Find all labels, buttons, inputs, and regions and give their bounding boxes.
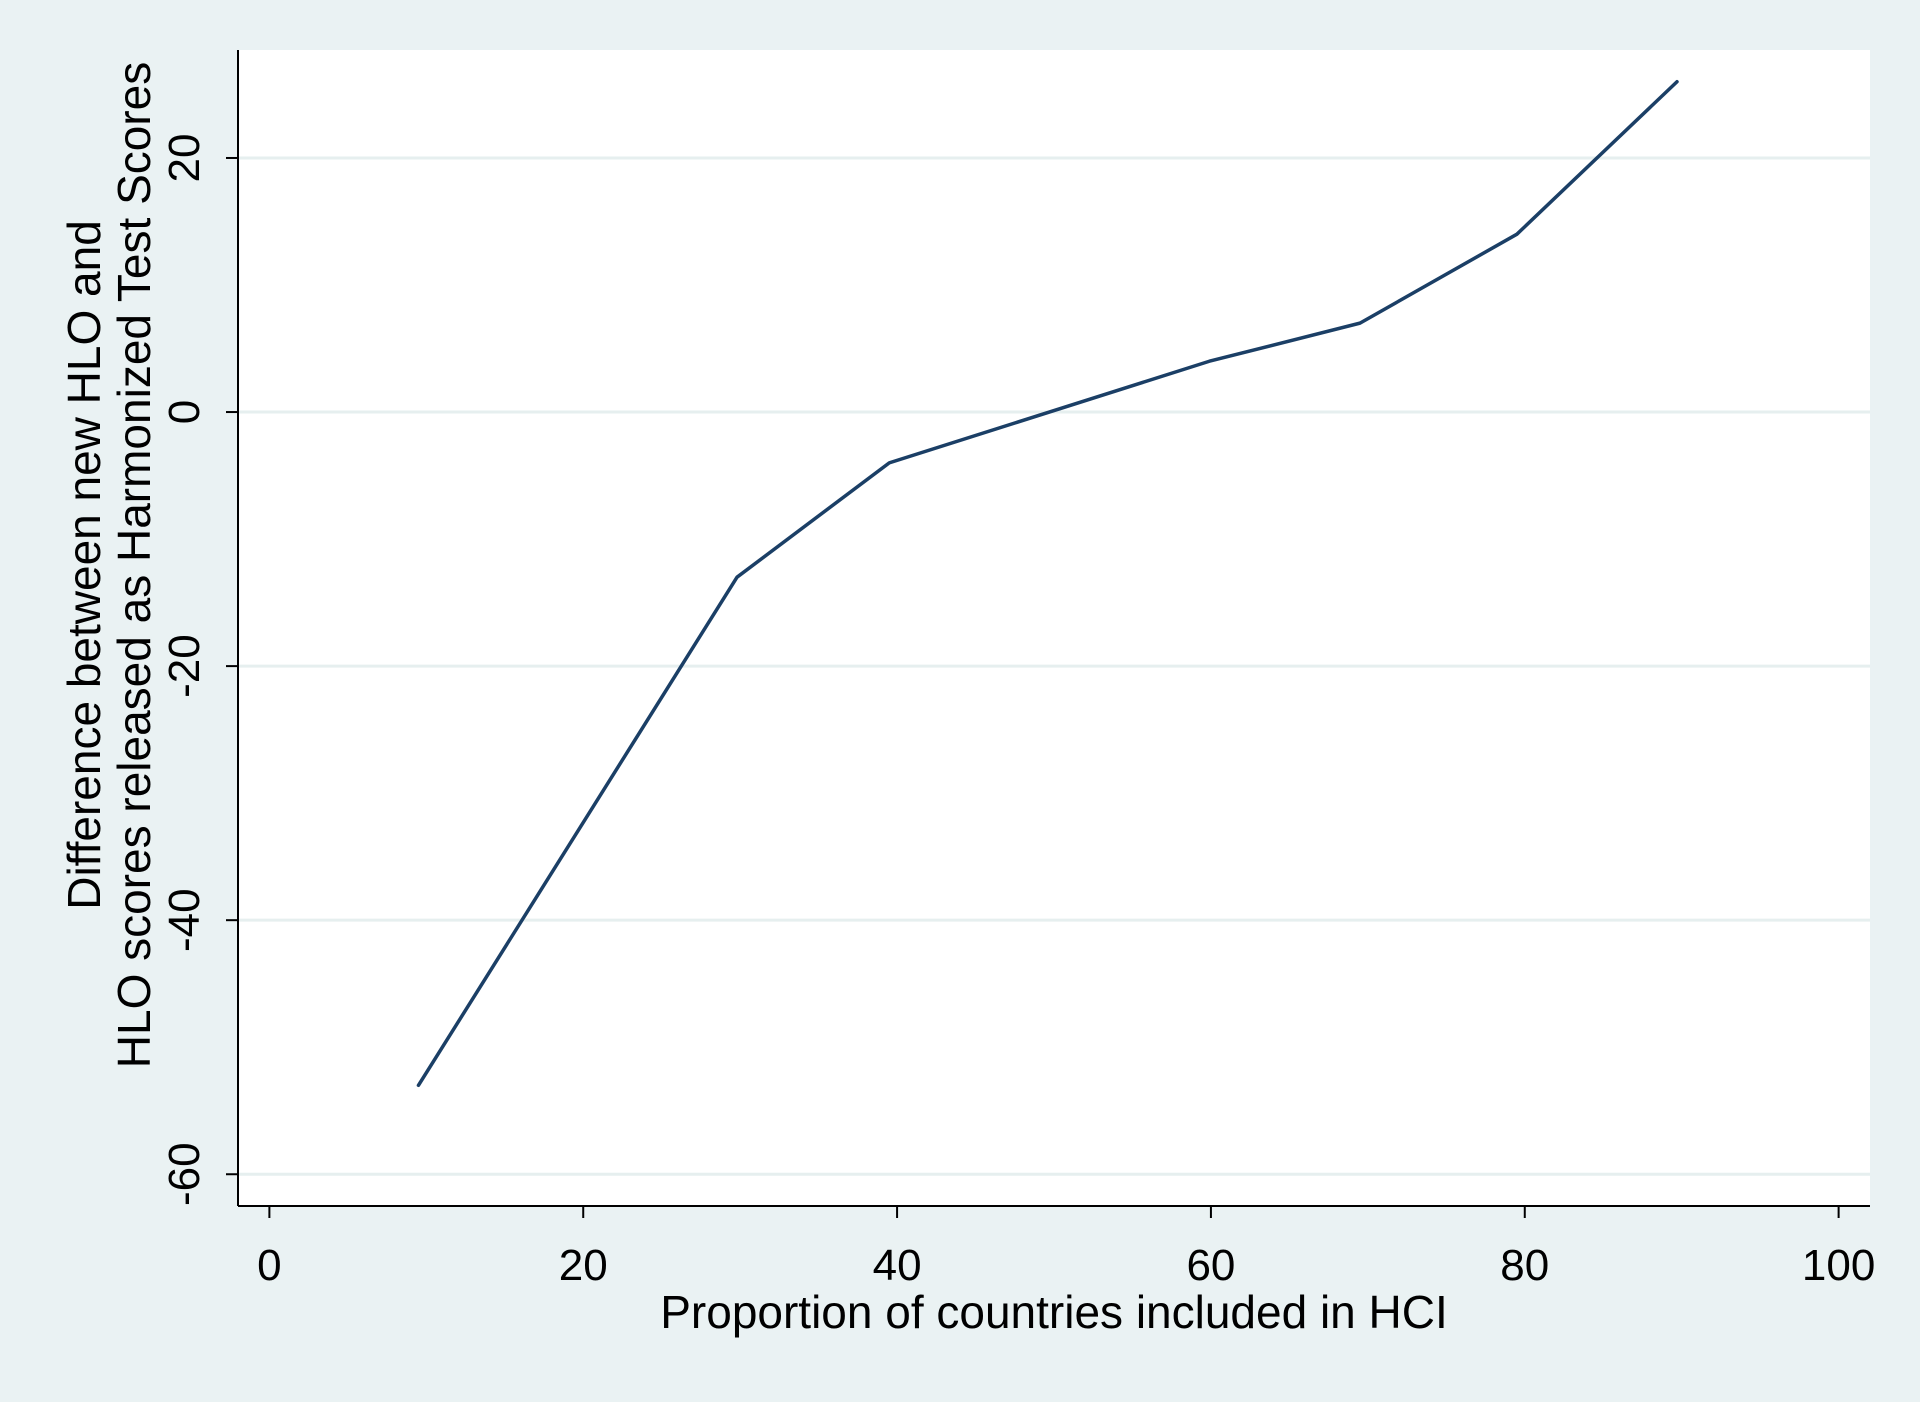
x-tick-label: 40 xyxy=(873,1241,922,1290)
x-tick-label: 60 xyxy=(1186,1241,1235,1290)
series-line-1 xyxy=(416,80,1679,1088)
y-axis-label-line-2: HLO scores released as Harmonized Test S… xyxy=(108,62,160,1068)
x-axis-label: Proportion of countries included in HCI xyxy=(660,1286,1448,1338)
y-axis-label: Difference between new HLO and HLO score… xyxy=(58,62,160,1068)
y-axis-label-line-1: Difference between new HLO and xyxy=(58,220,110,910)
gridlines xyxy=(238,156,1870,1176)
x-tick-label: 100 xyxy=(1802,1241,1875,1290)
x-tick-label: 80 xyxy=(1500,1241,1549,1290)
y-tick-label: -20 xyxy=(160,634,209,698)
x-tick-label: 20 xyxy=(559,1241,608,1290)
plot-area xyxy=(238,50,1870,1206)
y-tick-label: 0 xyxy=(160,400,209,424)
x-tick-label: 0 xyxy=(257,1241,281,1290)
series-layer xyxy=(416,80,1679,1088)
y-tick-label: 20 xyxy=(160,134,209,183)
y-tick-label: -40 xyxy=(160,888,209,952)
axes: -60 -40 -20 0 20 0 20 40 60 80 100 xyxy=(160,50,1875,1290)
y-tick-label: -60 xyxy=(160,1142,209,1206)
